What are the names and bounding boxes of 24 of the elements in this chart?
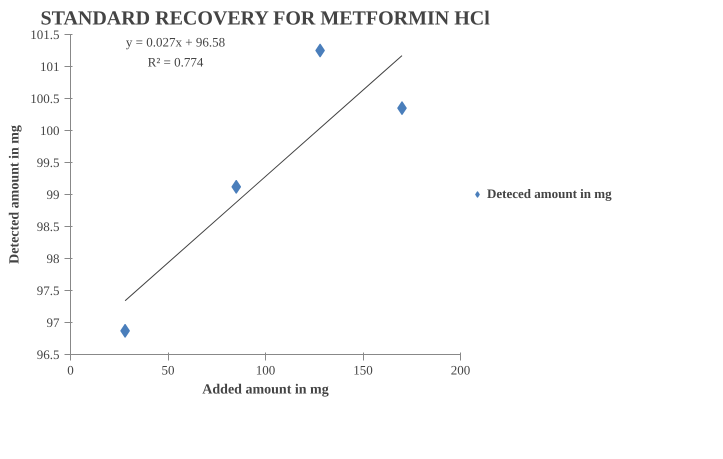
y-tick-label: 100.5 [30,91,60,106]
y-tick-label: 96.5 [36,347,60,362]
point [231,180,242,194]
x-tick-label: 150 [353,362,373,378]
y-tick-label: 99 [46,187,60,202]
x-tick-label: 200 [450,362,470,378]
x-axis-title: Added amount in mg [202,382,329,398]
annotation: y = 0.027x + 96.58 [126,34,226,50]
chart-title: STANDARD RECOVERY FOR METFORMIN HCl [40,8,490,30]
y-tick-label: 97 [46,315,60,330]
y-tick-label: 99.5 [36,155,60,170]
y-axis-title: Detected amount in mg [7,125,22,264]
x-tick-label: 100 [256,362,276,378]
y-tick-label: 98 [46,251,60,266]
x-tick-label: 0 [67,362,74,378]
y-tick-label: 97.5 [36,283,60,298]
x-tick-label: 50 [162,362,174,378]
y-tick-label: 98.5 [36,219,60,234]
y-tick-label: 101 [40,59,60,74]
legend-label: Deteced amount in mg [487,186,612,202]
annotation: R² = 0.774 [148,54,204,70]
y-tick-label: 100 [40,123,60,138]
point [315,44,325,58]
y-tick-label: 101.5 [30,27,60,42]
